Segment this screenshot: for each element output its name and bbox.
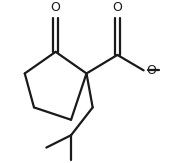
Text: O: O [51,1,61,14]
Text: O: O [146,64,156,77]
Text: O: O [112,1,122,14]
